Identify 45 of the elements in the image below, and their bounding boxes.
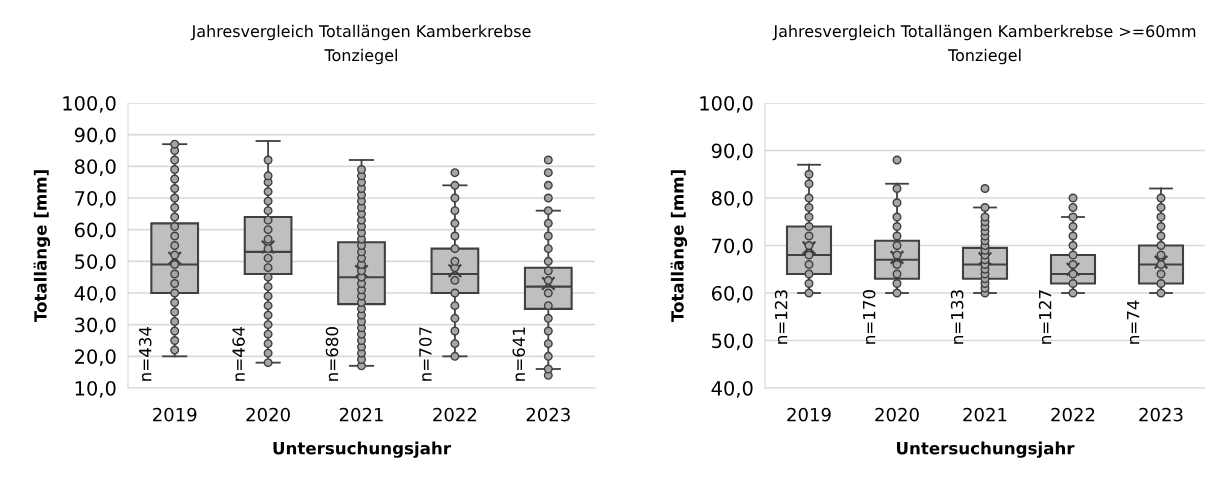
x-tick-label: 2022 [433,407,477,422]
y-axis-title: Totallänge [mm] [33,170,51,323]
x-tick-label: 2019 [787,407,831,422]
y-axis-title: Totallänge [mm] [670,170,688,323]
annotation: n=641 [512,327,526,381]
y-tick-label: 90,0 [74,127,116,145]
y-tick-label: 60,0 [711,285,753,303]
x-tick-label: 2020 [246,407,290,422]
chart-subtitle: Tonziegel [324,48,397,65]
y-tick-label: 100,0 [63,95,116,113]
annotation: n=127 [1038,290,1052,344]
y-tick-label: 20,0 [75,349,116,366]
x-tick-label: 2021 [963,407,1007,422]
chart-title: Jahresvergleich Totallängen Kamberkrebse [190,24,531,41]
chart-subtitle: Tonziegel [947,48,1021,65]
y-tick-label: 70,0 [75,190,116,208]
y-tick-label: 30,0 [75,317,116,335]
annotation: n=680 [325,327,339,381]
y-tick-label: 80,0 [74,159,116,176]
y-tick-label: 40,0 [711,380,753,398]
y-tick-label: 90,0 [711,143,753,161]
x-axis-title: Untersuchungsjahr [273,441,451,458]
y-tick-label: 10,0 [75,380,116,398]
annotation: n=170 [862,290,876,344]
annotation: n=464 [232,326,245,381]
y-tick-label: 50,0 [712,333,753,351]
x-tick-label: 2019 [153,407,197,422]
y-tick-label: 70,0 [712,238,753,256]
annotation: n=74 [1127,300,1140,344]
x-tick-label: 2020 [875,407,919,422]
annotation: n=434 [138,326,152,381]
y-tick-label: 80,0 [711,190,753,208]
x-axis-title: Untersuchungsjahr [897,441,1075,458]
annotation: n=707 [419,327,432,381]
x-tick-label: 2022 [1051,407,1095,422]
x-tick-label: 2023 [526,407,570,422]
annotation: n=133 [950,290,964,344]
annotation: n=123 [774,290,788,344]
x-tick-label: 2023 [1139,407,1183,422]
y-tick-label: 40,0 [74,285,116,303]
y-tick-label: 50,0 [75,254,116,271]
y-tick-label: 100,0 [700,95,753,113]
y-tick-label: 60,0 [74,222,116,240]
chart-title: Jahresvergleich Totallängen Kamberkrebse >=60mm [772,24,1196,41]
x-tick-label: 2021 [339,407,383,422]
